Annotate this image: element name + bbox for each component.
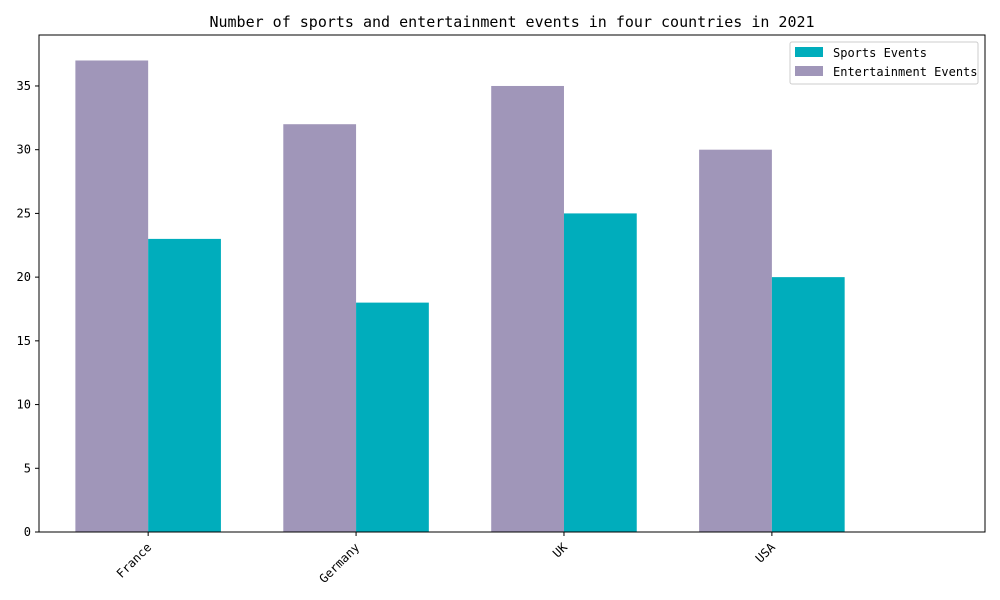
- x-tick-label-germany: Germany: [317, 540, 363, 586]
- y-tick-label: 25: [17, 206, 31, 220]
- legend: Sports Events Entertainment Events: [789, 41, 979, 85]
- y-tick-label: 0: [24, 525, 31, 539]
- legend-box: [789, 41, 979, 85]
- bar-entertainment-france: [75, 60, 149, 532]
- bar-entertainment-germany: [283, 124, 357, 532]
- bar-entertainment-usa: [699, 149, 772, 532]
- legend-label-entertainment: Entertainment Events: [833, 65, 978, 79]
- bar-entertainment-uk: [491, 85, 564, 532]
- plot-frame: [38, 34, 986, 533]
- x-tick-label-france: France: [114, 540, 155, 581]
- bar-sports-france: [148, 238, 221, 532]
- y-axis: 0 5 10 15 20 25 30 35: [17, 79, 39, 539]
- x-tick-label-usa: USA: [753, 540, 779, 566]
- y-tick-label: 5: [24, 461, 31, 475]
- y-tick-label: 20: [17, 270, 31, 284]
- legend-swatch-entertainment: [795, 66, 823, 76]
- x-axis: France Germany UK USA: [114, 532, 779, 586]
- bar-sports-uk: [563, 213, 637, 532]
- chart-title: Number of sports and entertainment event…: [209, 13, 814, 31]
- legend-swatch-sports: [795, 47, 823, 57]
- legend-label-sports: Sports Events: [833, 46, 927, 60]
- bar-sports-germany: [356, 302, 429, 532]
- y-tick-label: 35: [17, 79, 31, 93]
- y-tick-label: 10: [17, 398, 31, 412]
- bar-sports-usa: [771, 277, 845, 532]
- y-tick-label: 15: [17, 334, 31, 348]
- x-tick-label-uk: UK: [550, 540, 571, 561]
- bars-layer: [75, 60, 845, 532]
- y-tick-label: 30: [17, 143, 31, 157]
